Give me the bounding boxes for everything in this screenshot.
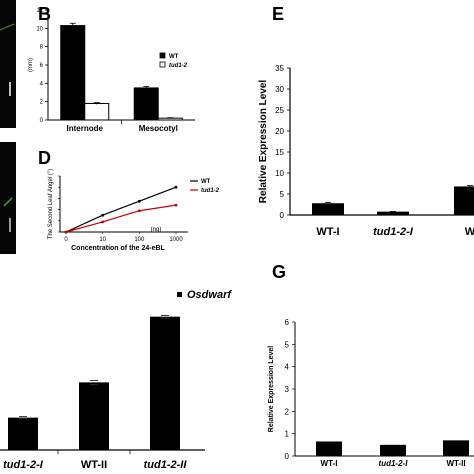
b-y-tick-label: 8 — [40, 45, 44, 51]
f-category-label: WT-II — [81, 459, 107, 471]
e-y-tick-label: 5 — [280, 190, 285, 199]
g-category-label: WT-II — [446, 459, 465, 468]
g-y-tick-label: 1 — [285, 430, 290, 439]
d-point — [101, 220, 105, 224]
f-bar — [79, 382, 109, 450]
b-y-tick-label: 4 — [40, 81, 44, 87]
b-legend-label: WT — [169, 54, 179, 60]
d-y-axis-title: The Second Leaf Angel (°) — [48, 169, 54, 239]
e-y-tick-label: 0 — [280, 211, 285, 220]
b-y-tick-label: 12 — [36, 8, 43, 14]
g-y-tick-label: 5 — [285, 340, 290, 349]
g-bar — [380, 444, 406, 456]
b-bar-WT — [60, 25, 86, 121]
b-bar-tud1-2 — [84, 103, 110, 121]
f-legend-swatch — [177, 292, 182, 297]
b-bar-WT — [133, 87, 159, 121]
photo-strip-c — [0, 142, 16, 254]
f-category-label: tud1-2-I — [3, 459, 44, 471]
f-legend-label: Osdwarf — [187, 289, 232, 301]
panel-label-e: E — [272, 4, 284, 24]
b-y-tick-label: 2 — [40, 100, 44, 106]
d-point — [137, 209, 141, 213]
photo-a-leaf — [0, 23, 15, 31]
e-y-tick-label: 15 — [275, 148, 284, 157]
chart-bottom-left: tud1-2-I WT-II tud1-2-II Osdwarf — [0, 289, 232, 471]
e-bar — [377, 211, 409, 215]
d-line-WT — [65, 186, 177, 233]
e-category-label: tud1-2-I — [373, 226, 414, 238]
e-bar — [312, 203, 344, 215]
d-x-tick-label: 100 — [134, 237, 145, 243]
g-y-tick-label: 2 — [285, 407, 290, 416]
e-y-axis-title: Relative Expression Level — [258, 80, 269, 204]
d-x-tick-label: 1000 — [169, 237, 183, 243]
d-point — [64, 230, 68, 234]
g-y-tick-label: 4 — [285, 363, 290, 372]
d-legend-label: tud1-2 — [201, 188, 220, 194]
e-y-tick-label: 35 — [275, 64, 284, 73]
e-category-label: WT-I — [316, 226, 339, 238]
e-category-label: W — [465, 226, 474, 238]
panel-label-d: D — [38, 148, 51, 168]
f-category-label: tud1-2-II — [144, 459, 188, 471]
chart-b: 0 2 4 6 8 10 12 (mm) Internode Mesocotyl WT tud1-2 — [28, 8, 195, 133]
b-legend-swatch — [159, 52, 166, 59]
e-y-tick-label: 10 — [275, 169, 284, 178]
d-x-tick-label: 10 — [99, 237, 106, 243]
d-legend-label: WT — [201, 179, 211, 185]
e-y-tick-label: 20 — [275, 127, 284, 136]
e-bar — [454, 186, 474, 215]
e-y-tick-label: 25 — [275, 106, 284, 115]
photo-c-leaf — [3, 197, 13, 207]
g-y-tick-label: 3 — [285, 385, 290, 394]
d-x-axis-title: Concentration of the 24-eBL — [71, 245, 165, 252]
b-y-tick-label: 6 — [40, 63, 44, 69]
g-bar — [443, 440, 469, 456]
chart-g: 0 1 2 3 4 5 6 Relative Expression Level WT-I tud1… — [268, 318, 474, 468]
b-y-tick-label: 10 — [36, 26, 43, 32]
b-legend-label: tud1-2 — [169, 63, 188, 69]
g-category-label: tud1-2-I — [379, 459, 409, 468]
g-category-label: WT-I — [321, 459, 338, 468]
g-y-tick-label: 0 — [285, 452, 290, 461]
e-y-tick-label: 30 — [275, 85, 284, 94]
chart-d: 0 10 100 1000 (ng) Concentration of the 24-eB… — [48, 169, 220, 252]
b-y-axis-title: (mm) — [28, 58, 34, 72]
d-point — [101, 213, 105, 217]
d-x-tick-label: 0 — [64, 237, 68, 243]
b-category-label: Internode — [67, 124, 104, 133]
d-point — [174, 185, 178, 189]
panel-label-b: B — [38, 4, 51, 24]
f-bar — [8, 417, 38, 450]
g-bar — [316, 441, 342, 456]
photo-strip-a — [0, 0, 16, 128]
b-category-label: Mesocotyl — [139, 124, 178, 133]
d-unit-note: (ng) — [151, 227, 162, 233]
g-y-tick-label: 6 — [285, 318, 290, 327]
panel-label-g: G — [272, 262, 286, 282]
b-y-tick-label: 0 — [40, 118, 44, 124]
d-line-tud1-2 — [65, 204, 177, 233]
d-point — [174, 203, 178, 207]
chart-e: 0 5 10 15 20 25 30 35 Relative Expression Level W… — [258, 64, 474, 238]
d-point — [137, 199, 141, 203]
f-bar — [150, 316, 180, 450]
g-y-axis-title: Relative Expression Level — [268, 346, 275, 432]
b-legend-swatch — [159, 61, 166, 68]
